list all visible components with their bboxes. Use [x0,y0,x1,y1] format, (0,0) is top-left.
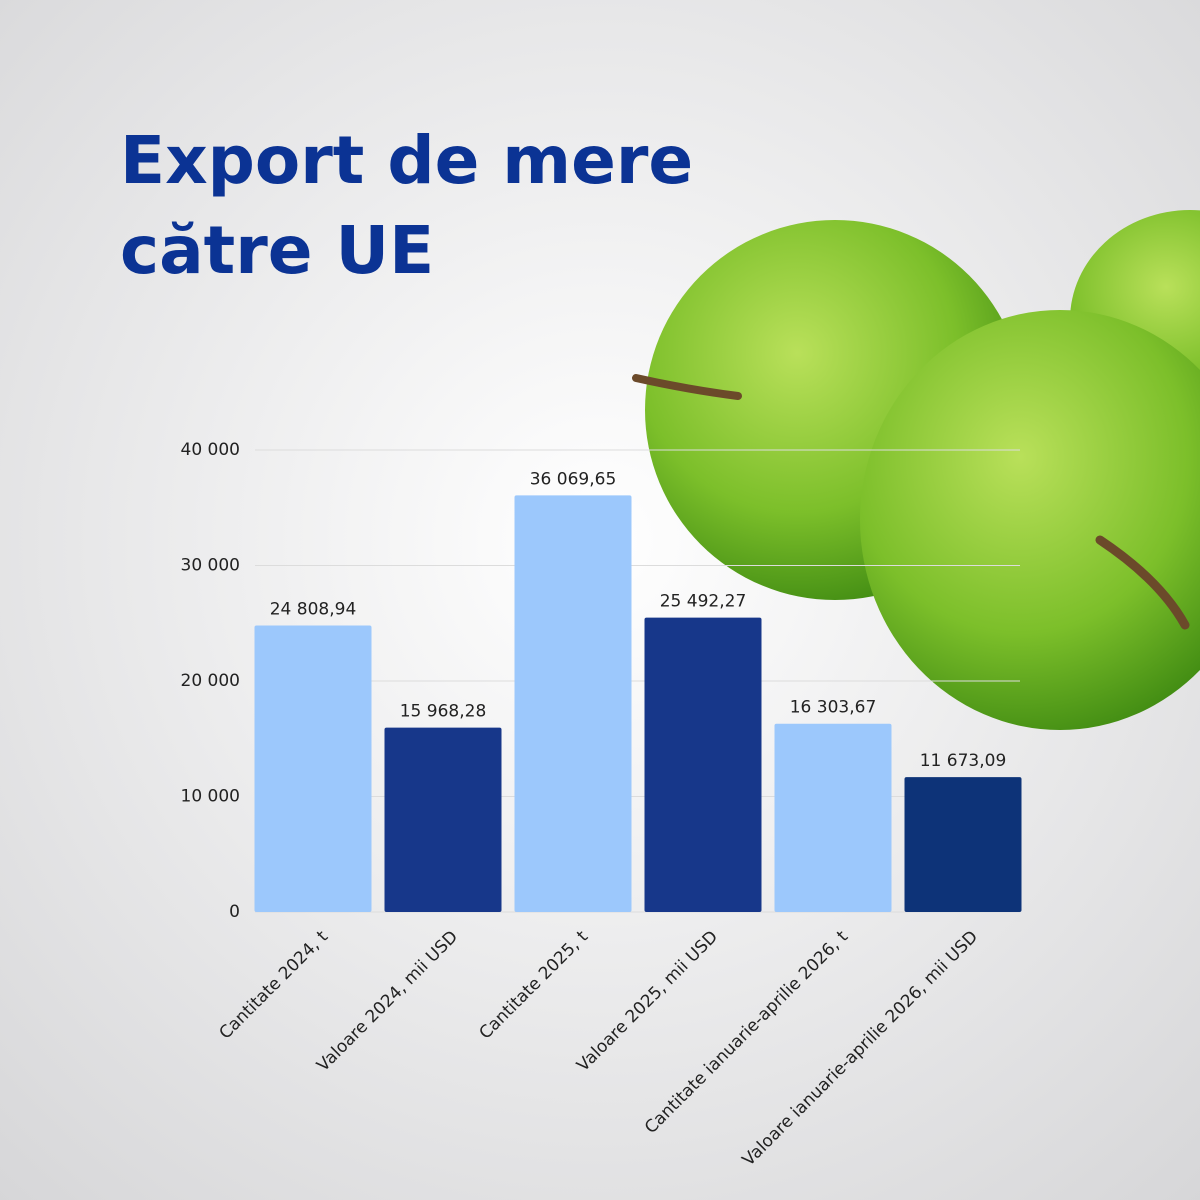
chart-title: către UE [120,212,434,289]
apple-stem [632,374,742,400]
bar [774,723,892,912]
y-tick-label: 10 000 [181,787,240,807]
bar [514,495,632,912]
y-tick-label: 0 [229,902,240,922]
bar [384,727,502,912]
y-tick-label: 30 000 [181,556,240,576]
value-label: 16 303,67 [790,698,877,718]
value-label: 15 968,28 [400,702,487,722]
value-label: 25 492,27 [660,592,747,612]
bar [644,617,762,912]
apples-illustration [632,210,1200,730]
chart-title: Export de mere [120,122,693,199]
y-tick-label: 20 000 [181,671,240,691]
value-label: 24 808,94 [270,599,357,619]
bar [254,625,372,912]
apple-stem [1095,535,1190,630]
value-label: 11 673,09 [920,751,1007,771]
apple [860,310,1200,730]
bar [904,777,1022,912]
y-tick-label: 40 000 [181,440,240,460]
value-label: 36 069,65 [530,469,617,489]
